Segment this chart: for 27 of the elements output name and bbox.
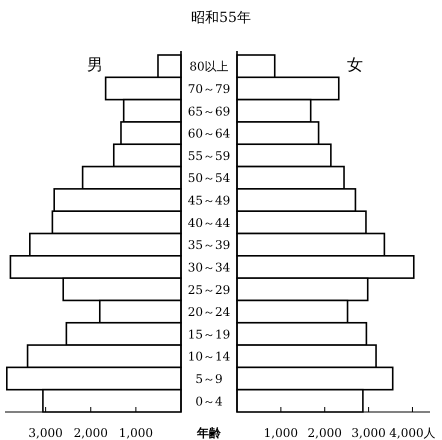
y-tick-label: 5～9 [195, 372, 223, 386]
x-tick-label: 1,000 [118, 426, 154, 440]
y-tick-label: 55～59 [188, 148, 230, 163]
x-tick-label: 4,000人 [389, 426, 436, 440]
x-tick-label: 3,000 [28, 426, 63, 440]
y-tick-label: 50～54 [188, 171, 231, 186]
y-tick-label: 80以上 [189, 60, 229, 74]
y-tick-label: 65～69 [188, 104, 230, 118]
y-tick-label: 60～64 [188, 126, 231, 141]
y-tick-label: 25～29 [188, 282, 230, 297]
y-tick-label: 70～79 [188, 82, 230, 96]
y-tick-label: 35～39 [188, 238, 230, 252]
y-tick-label: 15～19 [188, 327, 230, 342]
annotation: 女 [347, 55, 363, 74]
text: 昭和55年 [191, 10, 251, 26]
y-tick-label: 45～49 [188, 194, 230, 208]
y-axis-title: 年齢 [196, 426, 222, 440]
y-tick-label: 20～24 [188, 305, 231, 320]
y-tick-label: 10～14 [188, 350, 231, 364]
y-tick-label: 30～34 [188, 260, 231, 274]
x-tick-label: 2,000 [308, 426, 342, 440]
x-tick-label: 2,000 [74, 426, 108, 440]
x-tick-label: 1,000 [264, 426, 298, 440]
annotation: 男 [87, 55, 103, 74]
y-tick-label: 40～44 [188, 216, 231, 230]
y-tick-label: 0～4 [195, 394, 223, 408]
x-tick-label: 3,000 [351, 426, 386, 440]
